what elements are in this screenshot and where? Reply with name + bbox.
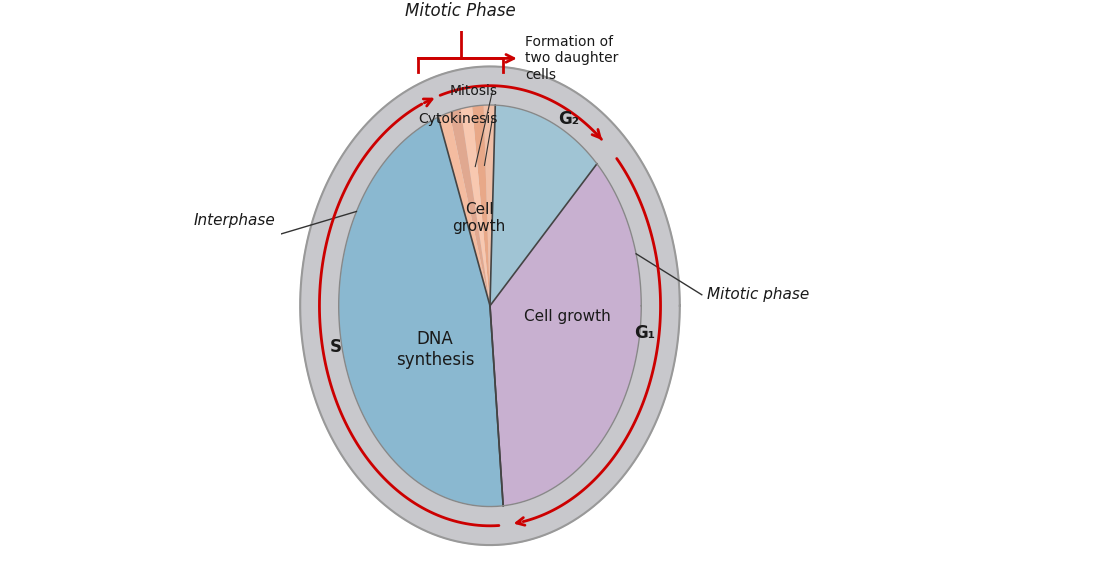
Text: Cytokinesis: Cytokinesis — [418, 112, 498, 126]
Text: G₂: G₂ — [558, 110, 579, 128]
Text: Cell
growth: Cell growth — [453, 202, 506, 234]
Text: Interphase: Interphase — [193, 214, 276, 229]
Polygon shape — [460, 106, 490, 306]
Text: Cell growth: Cell growth — [524, 309, 610, 324]
Text: G₁: G₁ — [634, 324, 655, 342]
Polygon shape — [449, 109, 490, 306]
Polygon shape — [484, 105, 495, 306]
Text: Mitosis: Mitosis — [450, 84, 498, 98]
Polygon shape — [339, 117, 503, 507]
Ellipse shape — [339, 105, 642, 507]
Text: S: S — [330, 338, 342, 356]
Ellipse shape — [300, 67, 679, 545]
Polygon shape — [490, 105, 597, 306]
Text: Formation of
two daughter
cells: Formation of two daughter cells — [525, 35, 618, 81]
Polygon shape — [490, 164, 642, 506]
Text: Mitotic phase: Mitotic phase — [707, 287, 810, 302]
Polygon shape — [438, 112, 490, 306]
Text: Mitotic Phase: Mitotic Phase — [405, 2, 516, 20]
Polygon shape — [473, 105, 490, 306]
Text: DNA
synthesis: DNA synthesis — [396, 331, 474, 369]
